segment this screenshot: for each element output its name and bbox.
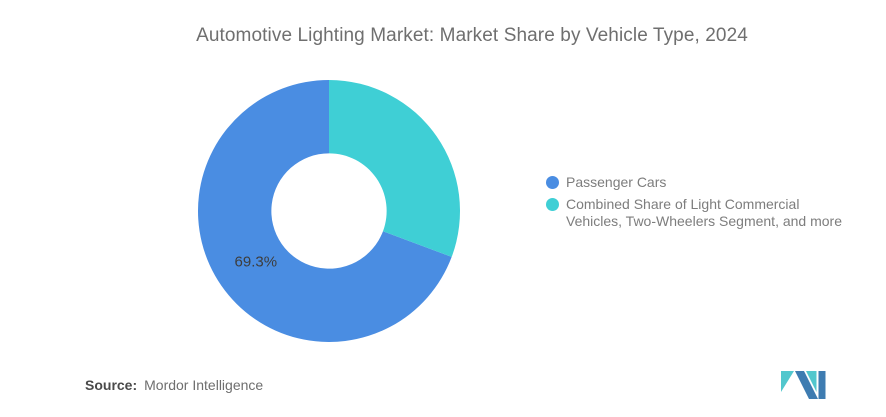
slice-data-label: 69.3%: [234, 253, 278, 271]
pie-slice-0[interactable]: [198, 80, 452, 342]
chart-title: Automotive Lighting Market: Market Share…: [196, 25, 748, 46]
legend-label-combined-share: Combined Share of Light Commercial Vehic…: [566, 196, 842, 229]
legend-label-passenger-cars: Passenger Cars: [566, 174, 667, 190]
donut-svg: [198, 80, 460, 342]
donut-chart: 69.3%: [198, 80, 460, 342]
legend-item-passenger-cars[interactable]: Passenger Cars: [546, 174, 842, 191]
mordor-intelligence-logo: [780, 371, 827, 399]
source-label: Source:: [85, 377, 138, 393]
legend-swatch-combined-share-icon: [546, 198, 559, 211]
mordor-logo-m-icon: [781, 371, 826, 399]
legend-swatch-passenger-cars-icon: [546, 176, 559, 189]
pie-slice-1[interactable]: [329, 80, 460, 257]
source-value: Mordor Intelligence: [144, 377, 264, 393]
source-line: Source: Mordor Intelligence: [85, 376, 263, 394]
legend-item-combined-share[interactable]: Combined Share of Light Commercial Vehic…: [546, 196, 842, 230]
legend: Passenger Cars Combined Share of Light C…: [546, 174, 842, 235]
